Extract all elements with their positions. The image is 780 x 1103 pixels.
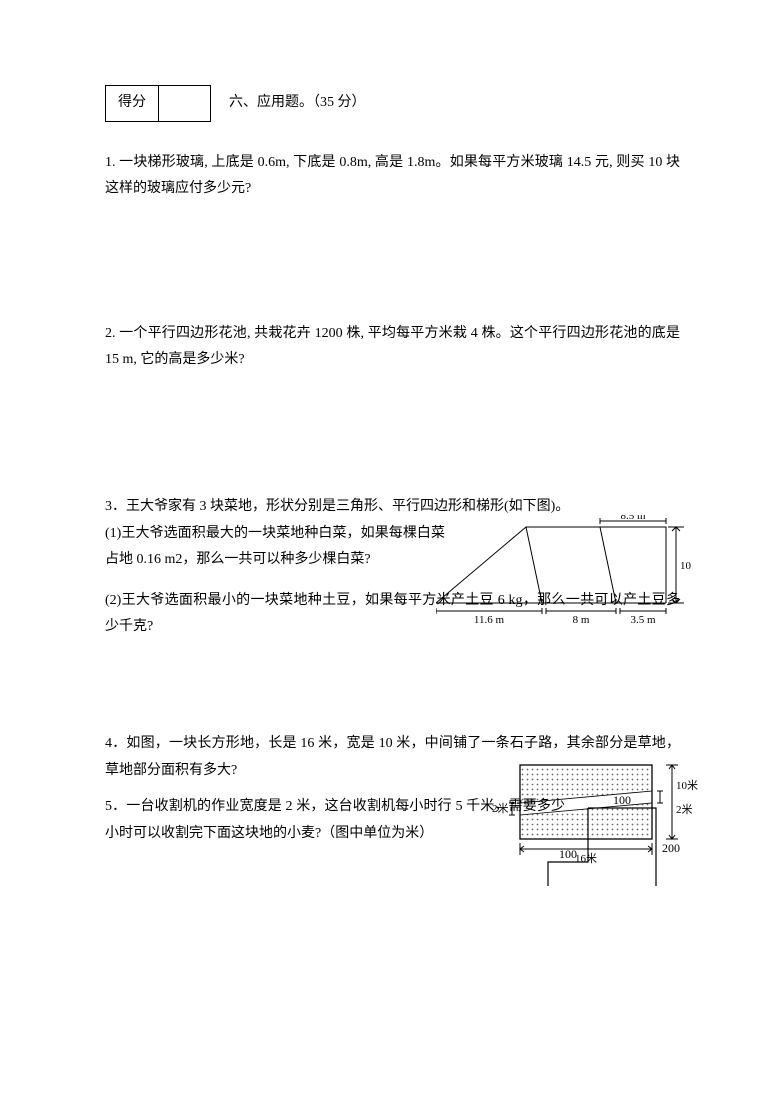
score-value-cell [159, 86, 211, 122]
question-1: 1. 一块梯形玻璃, 上底是 0.6m, 下底是 0.8m, 高是 1.8m。如… [105, 150, 680, 203]
section-title: 六、应用题。（35 分） [229, 90, 366, 117]
figure-3-shapes: 8.5 m 10 m 11.6 m 8 m 3.5 m [436, 515, 692, 625]
fig5-top: 100 [613, 794, 631, 807]
question-2: 2. 一个平行四边形花池, 共栽花卉 1200 株, 平均每平方米栽 4 株。这… [105, 321, 680, 374]
fig3-b2: 8 m [573, 614, 590, 625]
fig3-top-label: 8.5 m [620, 515, 646, 522]
score-section: 得分 六、应用题。（35 分） [105, 85, 680, 122]
score-label: 得分 [106, 86, 159, 122]
fig3-b3: 3.5 m [630, 614, 656, 625]
question-3-part1: (1)王大爷选面积最大的一块菜地种白菜，如果每棵白菜占地 0.16 m2，那么一… [105, 521, 680, 574]
question-5: 5．一台收割机的作业宽度是 2 米，这台收割机每小时行 5 千米，需要多少小时可… [105, 794, 680, 847]
fig5-left: 100 [559, 847, 577, 861]
score-table: 得分 [105, 85, 211, 122]
question-4: 4．如图，一块长方形地，长是 16 米，宽是 10 米，中间铺了一条石子路，其余… [105, 731, 680, 784]
figure-5-shape: 100 200 100 [538, 794, 688, 886]
fig4-height: 10米 [676, 779, 698, 792]
question-5-text: 5．一台收割机的作业宽度是 2 米，这台收割机每小时行 5 千米，需要多少小时可… [105, 794, 565, 847]
fig3-right-label: 10 m [680, 560, 692, 572]
fig5-right: 200 [662, 841, 680, 855]
question-3-part1-text: (1)王大爷选面积最大的一块菜地种白菜，如果每棵白菜占地 0.16 m2，那么一… [105, 521, 445, 574]
fig3-b1: 11.6 m [474, 614, 505, 625]
